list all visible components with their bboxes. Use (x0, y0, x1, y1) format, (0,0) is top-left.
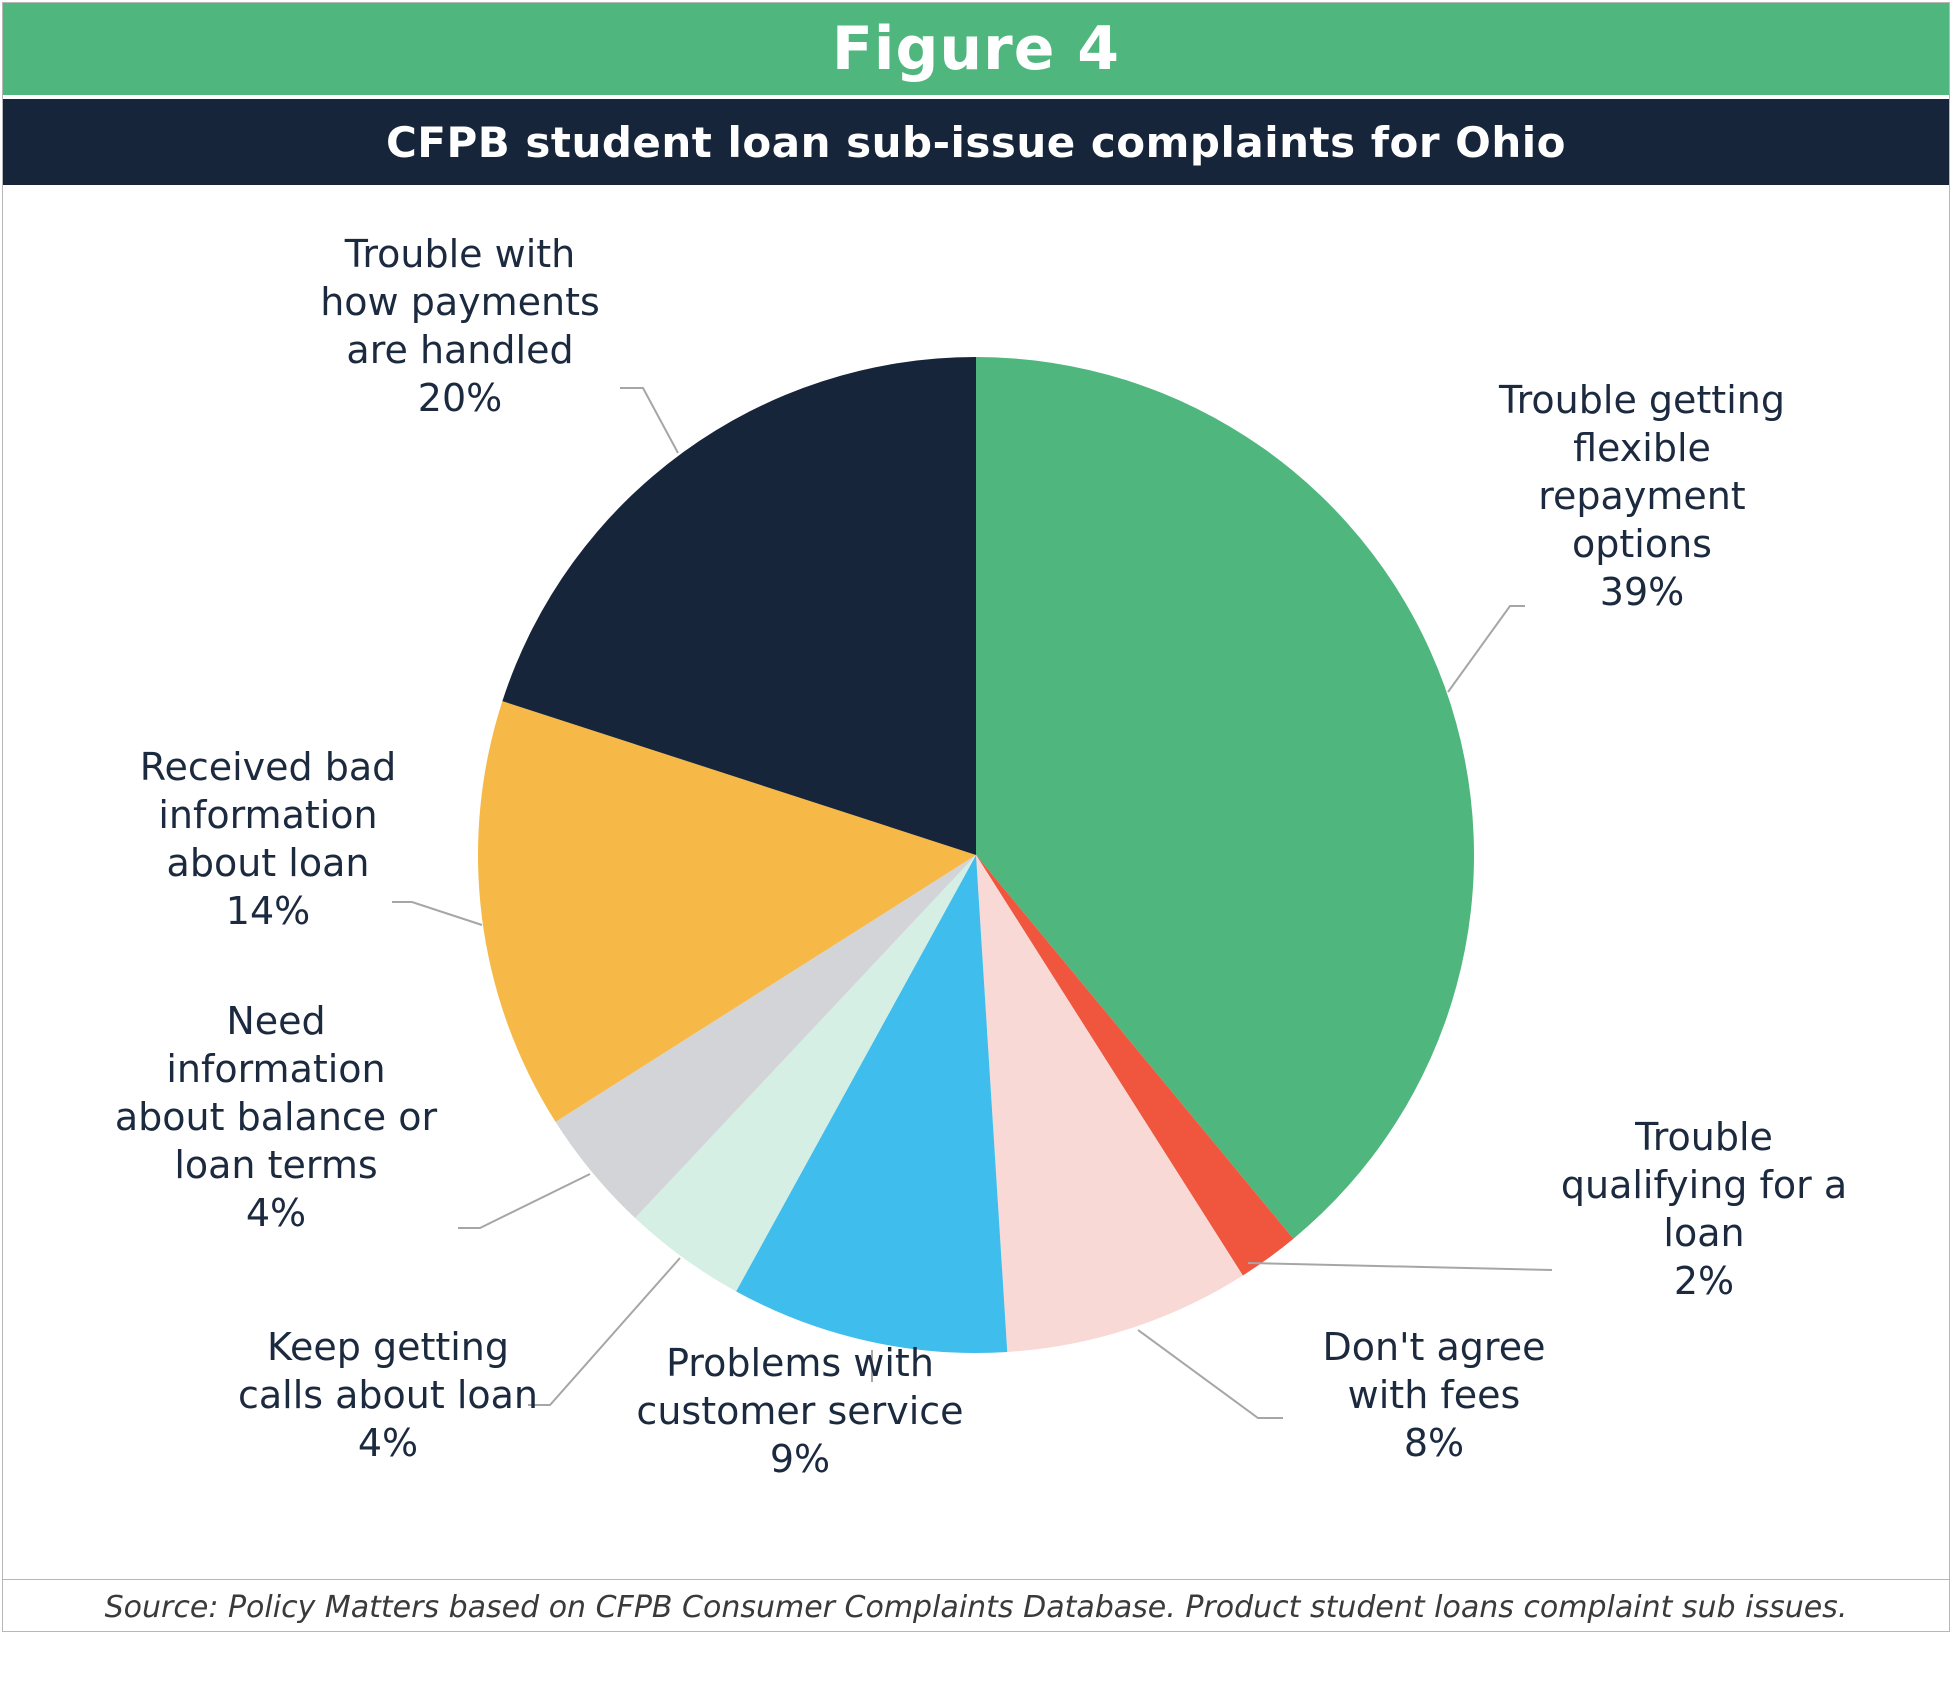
slice-category-label: how payments (320, 280, 600, 324)
pie-slice (502, 357, 976, 855)
leader-line (392, 901, 483, 926)
leader-line (1137, 1329, 1283, 1419)
pie-slice (736, 855, 1008, 1353)
pie-chart: Trouble gettingflexiblerepaymentoptions3… (115, 232, 1847, 1481)
slice-category-label: Trouble (1634, 1115, 1773, 1159)
slice-category-label: loan terms (174, 1143, 377, 1187)
slice-category-label: are handled (346, 328, 573, 372)
slice-category-label: Received bad (140, 745, 397, 789)
slice-value-label: 20% (418, 376, 502, 420)
slice-category-label: about balance or (115, 1095, 438, 1139)
leader-line (458, 1173, 591, 1229)
slice-value-label: 8% (1404, 1421, 1464, 1465)
slice-category-label: Keep getting (267, 1325, 509, 1369)
slice-value-label: 4% (246, 1191, 306, 1235)
slice-category-label: about loan (167, 841, 370, 885)
leader-line (1247, 1262, 1553, 1271)
pie-slice (976, 357, 1474, 1239)
figure-label: Figure 4 (3, 3, 1949, 95)
slice-category-label: Trouble getting (1498, 378, 1785, 422)
slice-value-label: 9% (770, 1437, 830, 1481)
slice-category-label: repayment (1538, 474, 1745, 518)
slice-value-label: 39% (1600, 570, 1684, 614)
slice-category-label: flexible (1573, 426, 1711, 470)
slice-category-label: Problems with (666, 1341, 934, 1385)
slice-category-label: information (166, 1047, 385, 1091)
pie-slice (635, 855, 976, 1292)
leader-line (528, 1257, 681, 1406)
pie-slice (976, 855, 1294, 1276)
slice-value-label: 14% (226, 889, 310, 933)
chart-title: CFPB student loan sub-issue complaints f… (3, 99, 1949, 185)
slice-category-label: loan (1663, 1211, 1744, 1255)
figure-frame: Figure 4 CFPB student loan sub-issue com… (2, 2, 1950, 1632)
slice-category-label: calls about loan (238, 1373, 538, 1417)
slice-category-label: with fees (1348, 1373, 1521, 1417)
slice-category-label: options (1572, 522, 1712, 566)
pie-slice (478, 701, 976, 1122)
leader-line (1447, 605, 1525, 693)
pie-slice (976, 855, 1243, 1353)
slice-value-label: 2% (1674, 1259, 1734, 1303)
leader-line (620, 387, 679, 454)
source-note: Source: Policy Matters based on CFPB Con… (3, 1579, 1949, 1634)
slice-category-label: Trouble with (344, 232, 576, 276)
slice-category-label: information (158, 793, 377, 837)
slice-value-label: 4% (358, 1421, 418, 1465)
slice-category-label: Don't agree (1323, 1325, 1546, 1369)
slice-category-label: qualifying for a (1561, 1163, 1847, 1207)
slice-category-label: Need (226, 999, 325, 1043)
pie-slice (555, 855, 976, 1219)
slice-label-group: Trouble gettingflexiblerepaymentoptions3… (1498, 378, 1785, 614)
slice-category-label: customer service (636, 1389, 963, 1433)
